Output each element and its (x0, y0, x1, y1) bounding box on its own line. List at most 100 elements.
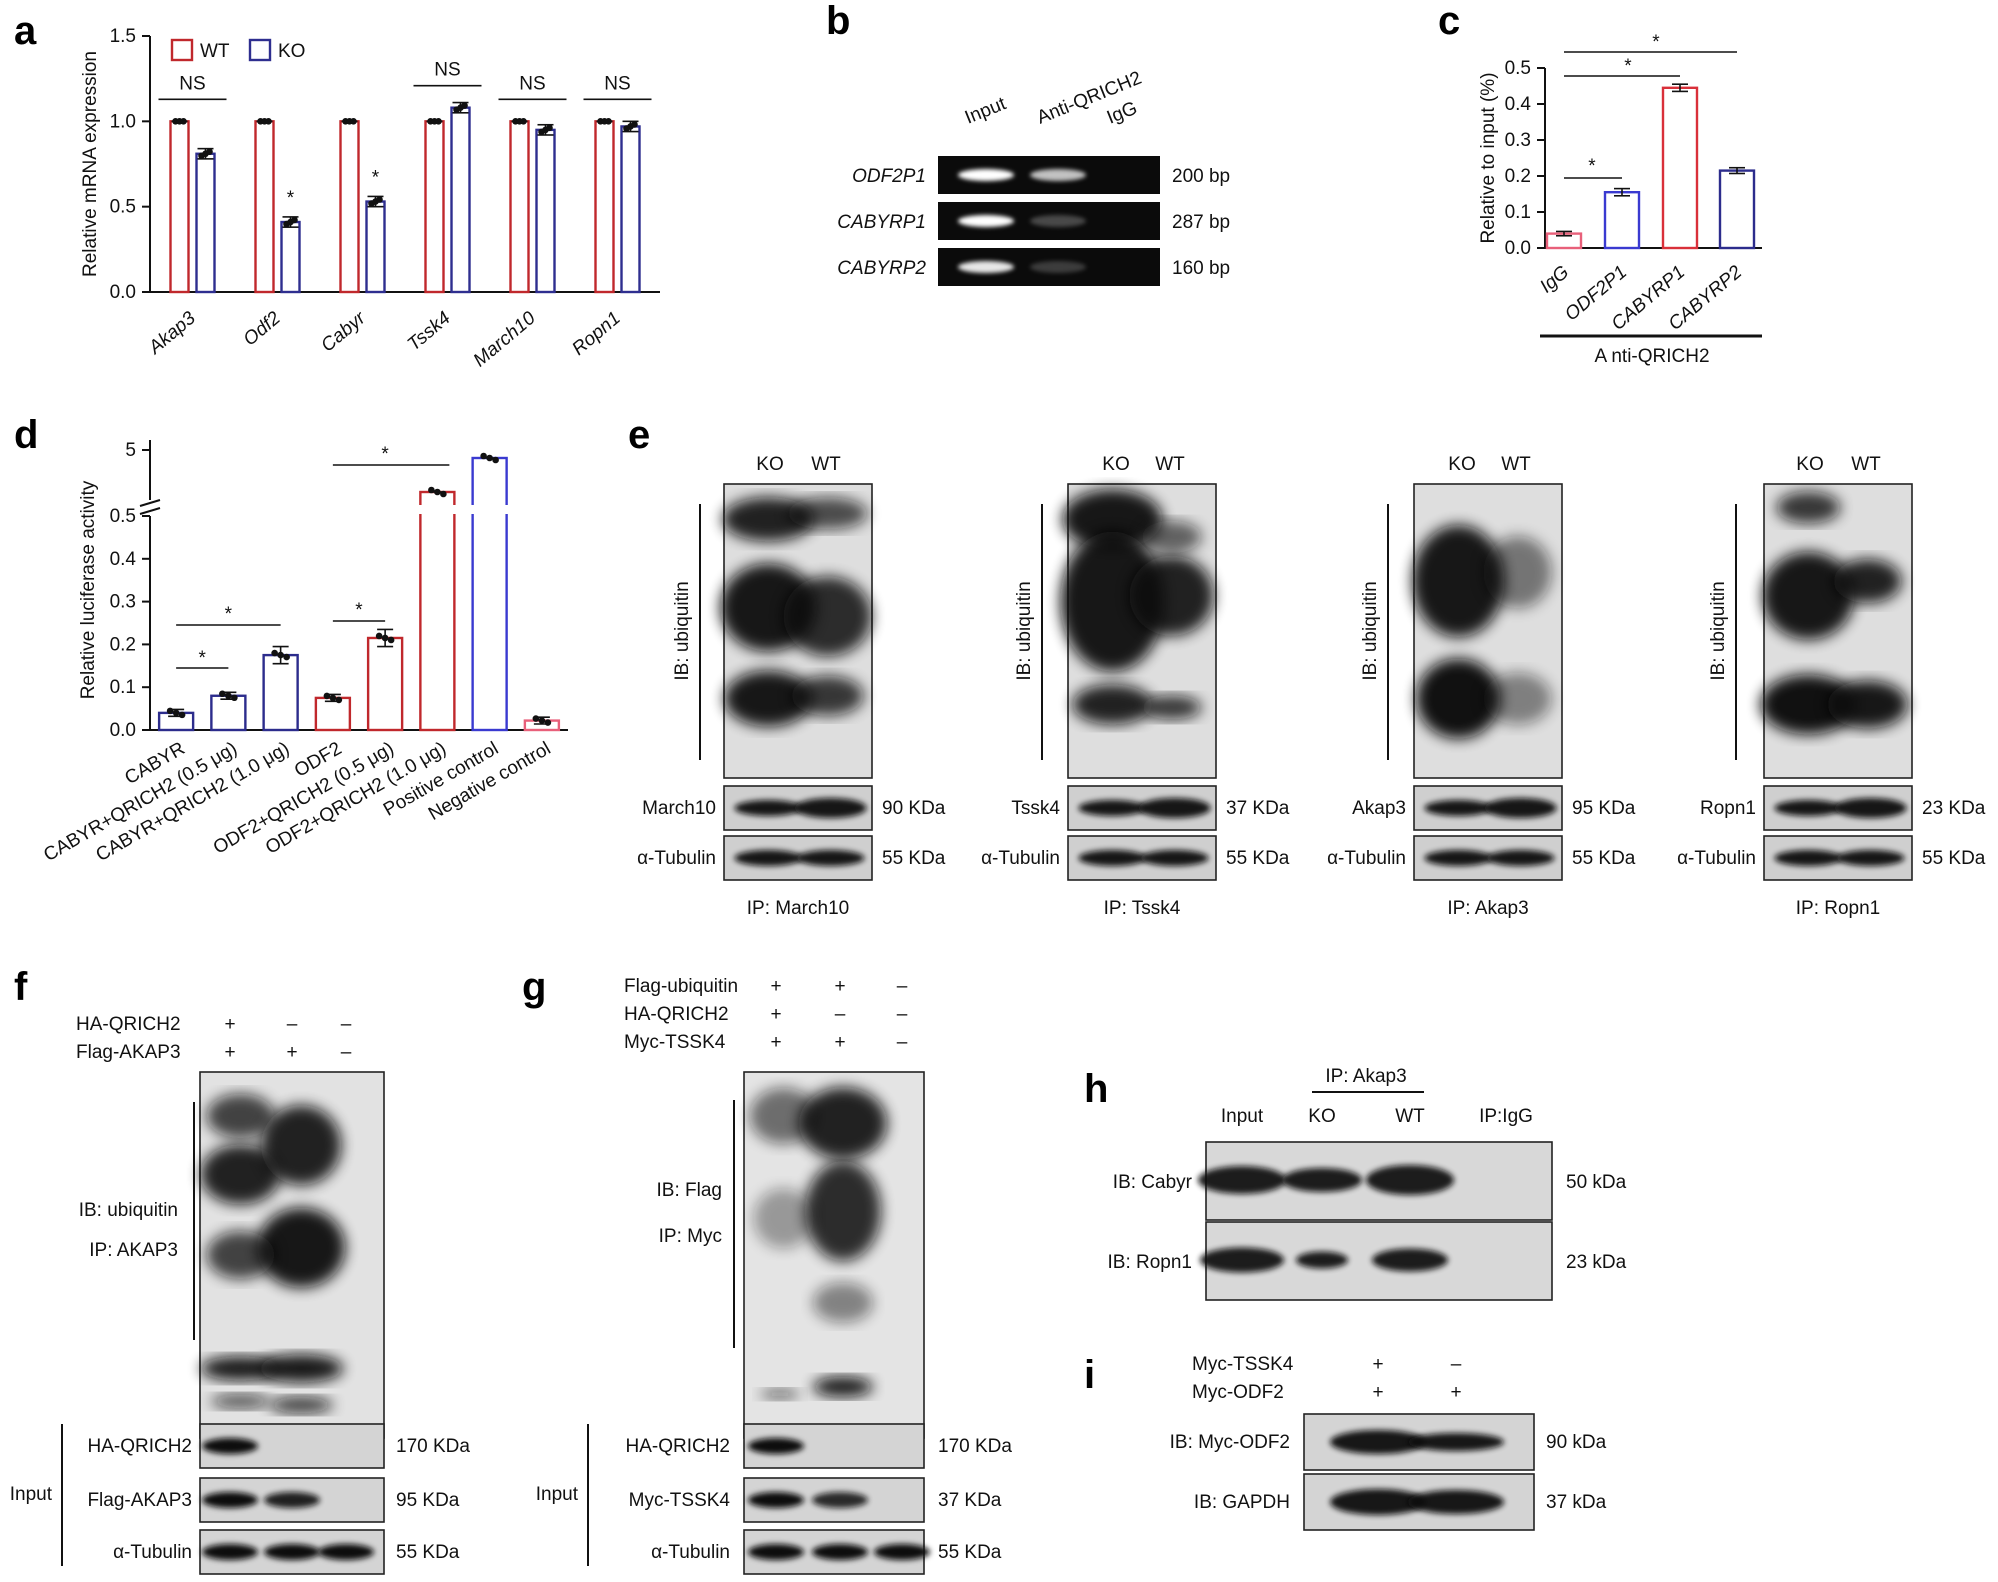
d-axis-break (139, 507, 161, 515)
d-bar-break (469, 505, 510, 514)
e-ib-label: IB: ubiquitin (672, 581, 693, 680)
f-input-label: α-Tubulin (113, 1542, 192, 1563)
g-smear (805, 1161, 881, 1262)
e-smear (1833, 559, 1902, 604)
d-point (434, 488, 441, 496)
h-lane-label: KO (1308, 1106, 1335, 1127)
d-point (225, 692, 232, 700)
f-sign: + (286, 1042, 297, 1063)
panel-letter-g: g (522, 965, 546, 1009)
f-condition-label: HA-QRICH2 (76, 1014, 181, 1035)
a-xtick-label: Odf2 (240, 307, 285, 350)
g-sign: – (897, 1004, 908, 1025)
b-band (958, 169, 1014, 181)
e-smear (1412, 525, 1505, 638)
e-smear (1760, 674, 1857, 735)
b-band (1030, 261, 1086, 273)
f-smear (206, 1093, 275, 1138)
f-input-kda: 170 KDa (396, 1436, 470, 1457)
h-row-label: IB: Cabyr (1113, 1172, 1193, 1193)
a-legend-wt-label: WT (200, 41, 230, 62)
e-ip-label: IP: Tssk4 (1104, 898, 1181, 919)
g-sign: – (897, 1032, 908, 1053)
d-bar (262, 653, 299, 732)
d-axis-break (139, 499, 161, 507)
e-protein-band (1834, 798, 1907, 818)
e-protein-band (794, 798, 867, 818)
f-smear (261, 1105, 342, 1186)
i-row-label: IB: Myc-ODF2 (1170, 1432, 1290, 1453)
f-smear (269, 1397, 334, 1414)
e-protein-band (734, 800, 803, 816)
e-protein-label: March10 (642, 798, 716, 819)
e-smear (1483, 672, 1552, 725)
f-ib-label: IB: ubiquitin (79, 1200, 178, 1221)
c-ytick-label: 0.4 (1505, 94, 1532, 115)
g-input-label: HA-QRICH2 (625, 1436, 730, 1457)
h-band (1282, 1168, 1362, 1192)
h-lane-label: WT (1395, 1106, 1425, 1127)
g-sign: – (835, 1004, 846, 1025)
a-y-axis-label: Relative mRNA expression (80, 51, 101, 277)
c-bar (1661, 86, 1699, 250)
e-ib-label: IB: ubiquitin (1014, 581, 1035, 680)
d-sig-star: * (381, 444, 389, 465)
d-bar (210, 694, 247, 732)
e-lane-label-ko: KO (1796, 454, 1823, 475)
c-sig-star: * (1652, 32, 1660, 53)
g-condition-label: HA-QRICH2 (624, 1004, 729, 1025)
h-band (1200, 1247, 1284, 1273)
e-smear (1141, 520, 1202, 553)
d-point (283, 653, 290, 661)
d-point (178, 711, 186, 719)
d-point (277, 651, 284, 659)
panel-letter-d: d (14, 413, 38, 457)
b-band (958, 215, 1014, 227)
c-ytick-label: 0.1 (1505, 202, 1531, 223)
f-input-band (264, 1492, 320, 1508)
b-band (958, 261, 1014, 273)
a-bar (535, 128, 556, 294)
i-sign: + (1450, 1382, 1461, 1403)
h-lane-label: IP:IgG (1479, 1106, 1533, 1127)
b-size-label: 287 bp (1172, 212, 1230, 233)
d-point (271, 649, 278, 657)
a-ytick-label: 1.0 (110, 111, 136, 132)
e-tubulin-kda: 55 KDa (1572, 848, 1636, 869)
e-protein-kda: 90 KDa (882, 798, 946, 819)
f-sign: – (287, 1014, 298, 1035)
c-ytick-label: 0.5 (1505, 58, 1531, 79)
g-input-band (748, 1492, 804, 1508)
c-xtick-label: IgG (1536, 262, 1573, 298)
d-ytick-label: 0.4 (110, 549, 137, 570)
e-tubulin-band (1078, 850, 1147, 866)
e-ib-label: IB: ubiquitin (1708, 581, 1729, 680)
e-smear (724, 670, 813, 727)
panel-letter-h: h (1084, 1067, 1108, 1111)
f-input-label: Flag-AKAP3 (87, 1490, 192, 1511)
g-input-band (748, 1438, 804, 1454)
e-smear (783, 576, 872, 657)
d-point (329, 694, 337, 702)
a-bar (280, 220, 301, 294)
b-row-label: ODF2P1 (852, 166, 926, 187)
e-smear (791, 675, 864, 716)
e-lane-label-ko: KO (1102, 454, 1129, 475)
e-protein-band (1424, 800, 1493, 816)
b-size-label: 160 bp (1172, 258, 1230, 279)
d-point (480, 452, 487, 460)
f-input-band (318, 1544, 374, 1560)
e-smear (1141, 695, 1202, 720)
b-row-label: CABYRP2 (837, 258, 926, 279)
d-ytick-label: 0.1 (110, 677, 136, 698)
d-bar (471, 456, 508, 732)
c-sig-star: * (1624, 56, 1632, 77)
e-protein-band (1774, 800, 1843, 816)
e-smear (1062, 489, 1163, 550)
a-point (180, 118, 187, 125)
a-bar (339, 120, 360, 294)
e-smear (787, 497, 868, 530)
f-sign: – (341, 1042, 352, 1063)
a-point (350, 118, 357, 125)
i-band (1330, 1430, 1426, 1454)
